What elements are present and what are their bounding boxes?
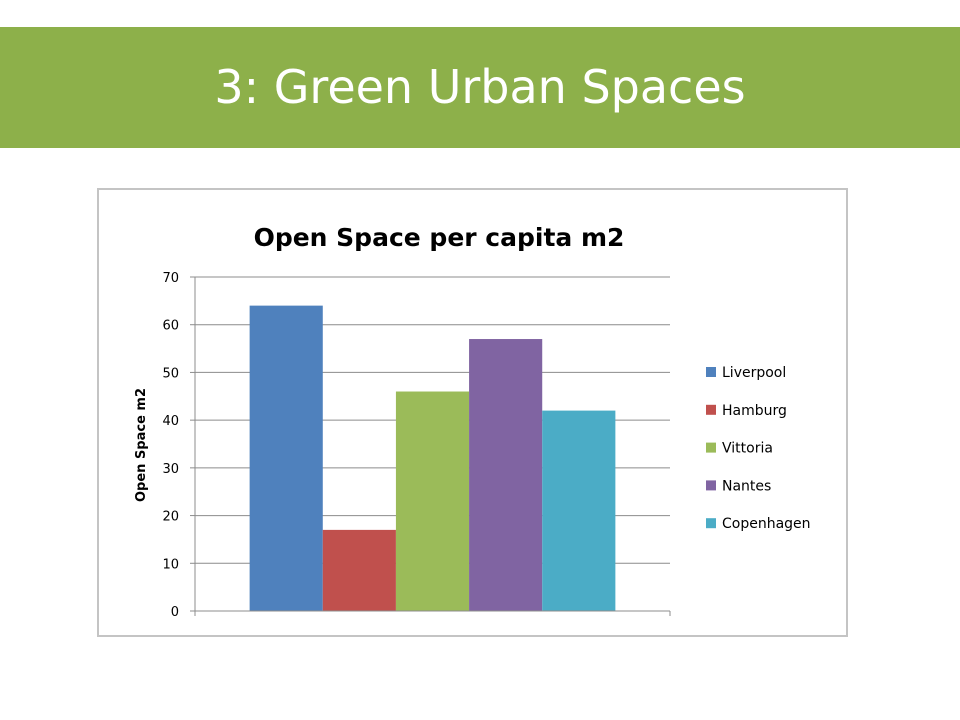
bar-hamburg (322, 529, 396, 611)
bar-vittoria (395, 391, 470, 611)
y-tick-label: 0 (171, 605, 179, 620)
title-banner: 3: Green Urban Spaces (0, 27, 960, 148)
y-ticks: 0 10 20 30 40 50 60 70 (162, 271, 195, 620)
legend-label-hamburg: Hamburg (722, 403, 787, 419)
legend-swatch-hamburg (706, 404, 716, 415)
y-tick-label: 20 (162, 510, 179, 525)
legend: Liverpool Hamburg Vittoria Nantes Copenhagen (706, 365, 811, 532)
legend-label-vittoria: Vittoria (722, 441, 773, 457)
y-tick-label: 70 (162, 271, 179, 286)
bar-nantes (469, 339, 543, 611)
legend-swatch-liverpool (706, 367, 716, 377)
bar-liverpool (249, 305, 323, 611)
legend-swatch-vittoria (706, 442, 716, 453)
y-axis-label: Open Space m2 (134, 388, 149, 502)
bar-copenhagen (542, 410, 616, 611)
slide-title: 3: Green Urban Spaces (214, 60, 746, 114)
y-tick-label: 30 (162, 462, 179, 477)
legend-label-liverpool: Liverpool (722, 365, 786, 381)
bar-chart: Open Space per capita m2 Open Space m2 0… (134, 223, 811, 620)
legend-swatch-copenhagen (706, 518, 716, 529)
y-tick-label: 60 (162, 319, 179, 334)
chart-title: Open Space per capita m2 (254, 223, 625, 252)
legend-label-copenhagen: Copenhagen (722, 516, 811, 532)
chart-frame: Open Space per capita m2 Open Space m2 0… (97, 188, 848, 637)
legend-label-nantes: Nantes (722, 478, 771, 494)
bars (249, 305, 616, 611)
legend-swatch-nantes (706, 480, 716, 491)
y-tick-label: 50 (162, 366, 179, 381)
axes (194, 277, 671, 616)
y-tick-label: 40 (162, 414, 179, 429)
y-tick-label: 10 (162, 557, 179, 572)
